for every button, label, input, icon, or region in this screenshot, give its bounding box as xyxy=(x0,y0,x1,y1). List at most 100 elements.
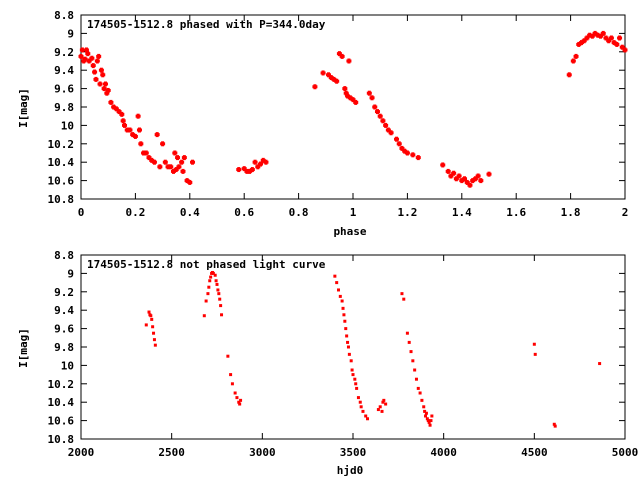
data-point xyxy=(187,179,193,185)
data-point xyxy=(216,288,220,292)
data-point xyxy=(358,400,362,404)
data-point xyxy=(416,386,420,390)
data-point xyxy=(120,118,126,124)
y-tick-label: 8.8 xyxy=(54,9,74,22)
data-point xyxy=(606,38,612,44)
data-point xyxy=(252,159,258,165)
data-point xyxy=(402,148,408,154)
data-point xyxy=(85,51,91,57)
data-points xyxy=(144,270,602,428)
data-point xyxy=(237,400,241,404)
data-point xyxy=(312,84,318,90)
data-point xyxy=(154,132,160,138)
data-point xyxy=(208,279,212,283)
data-point xyxy=(119,111,125,117)
data-point xyxy=(230,382,234,386)
y-tick-label: 8.8 xyxy=(54,249,74,262)
data-point xyxy=(239,398,243,402)
data-point xyxy=(122,122,128,128)
data-point xyxy=(413,368,417,372)
x-tick-label: 0.4 xyxy=(180,206,200,219)
data-point xyxy=(92,69,98,75)
data-point xyxy=(424,414,428,418)
data-point xyxy=(346,340,350,344)
x-tick-label: 0 xyxy=(78,206,85,219)
data-point xyxy=(566,72,572,78)
y-tick-label: 9.8 xyxy=(54,101,74,114)
data-point xyxy=(150,317,154,321)
data-point xyxy=(176,164,182,170)
data-point xyxy=(157,164,163,170)
data-point xyxy=(138,141,144,147)
data-point xyxy=(382,398,386,402)
data-point xyxy=(603,35,609,41)
data-point xyxy=(336,288,340,292)
x-axis-label: hjd0 xyxy=(337,464,364,477)
data-point xyxy=(383,122,389,128)
data-point xyxy=(127,127,133,133)
data-point xyxy=(378,405,382,409)
x-tick-label: 4500 xyxy=(521,446,548,459)
data-point xyxy=(420,398,424,402)
unphased-light-curve-panel: 2000 2500 3000 3500 4000 4500 5000 8.8 9 9.2 9.4 9… xyxy=(17,249,638,477)
data-point xyxy=(336,51,342,57)
data-point xyxy=(351,373,355,377)
y-tick-label: 10 xyxy=(61,359,74,372)
y-tick-label: 10.6 xyxy=(48,415,75,428)
data-point xyxy=(364,414,368,418)
y-tick-label: 10.8 xyxy=(48,433,75,446)
data-point xyxy=(342,313,346,317)
data-point xyxy=(617,35,623,41)
data-point xyxy=(445,168,451,174)
data-point xyxy=(149,157,155,163)
data-point xyxy=(369,95,375,101)
data-point xyxy=(486,171,492,177)
chart-title: 174505-1512.8 phased with P=344.0day xyxy=(87,18,326,31)
data-point xyxy=(113,106,119,112)
data-point xyxy=(394,136,400,142)
data-point xyxy=(170,168,176,174)
x-tick-label: 4000 xyxy=(430,446,457,459)
x-axis-ticks: 2000 2500 3000 3500 4000 4500 5000 xyxy=(68,255,639,459)
y-tick-label: 10.4 xyxy=(48,396,75,409)
data-point xyxy=(611,40,617,46)
data-point xyxy=(97,81,103,87)
data-point xyxy=(204,299,208,303)
y-tick-label: 9.2 xyxy=(54,286,74,299)
data-point xyxy=(414,377,418,381)
x-tick-label: 0.2 xyxy=(125,206,145,219)
data-point xyxy=(209,275,213,279)
data-point xyxy=(83,47,89,53)
data-point xyxy=(581,38,587,44)
data-point xyxy=(464,179,470,185)
data-point xyxy=(425,417,429,421)
data-point xyxy=(136,127,142,133)
data-point xyxy=(456,173,462,179)
y-tick-label: 9.4 xyxy=(54,64,74,77)
data-point xyxy=(263,159,269,165)
data-point xyxy=(249,167,255,173)
plot-frame xyxy=(80,254,626,440)
data-point xyxy=(462,176,468,182)
data-point xyxy=(592,30,598,36)
data-point xyxy=(147,310,151,314)
data-point xyxy=(160,141,166,147)
data-point xyxy=(532,342,536,346)
data-point xyxy=(427,420,431,424)
data-point xyxy=(90,63,96,69)
data-point xyxy=(258,161,264,167)
data-point xyxy=(350,97,356,103)
data-point xyxy=(448,173,454,179)
data-point xyxy=(614,41,620,47)
data-point xyxy=(179,159,185,165)
x-tick-label: 5000 xyxy=(612,446,639,459)
data-point xyxy=(190,159,196,165)
data-point xyxy=(423,409,427,413)
data-point xyxy=(415,155,421,161)
x-tick-label: 1.2 xyxy=(397,206,417,219)
data-point xyxy=(343,90,349,96)
data-point xyxy=(400,292,404,296)
y-tick-label: 9.4 xyxy=(54,304,74,317)
data-point xyxy=(213,273,217,277)
data-point xyxy=(217,292,221,296)
